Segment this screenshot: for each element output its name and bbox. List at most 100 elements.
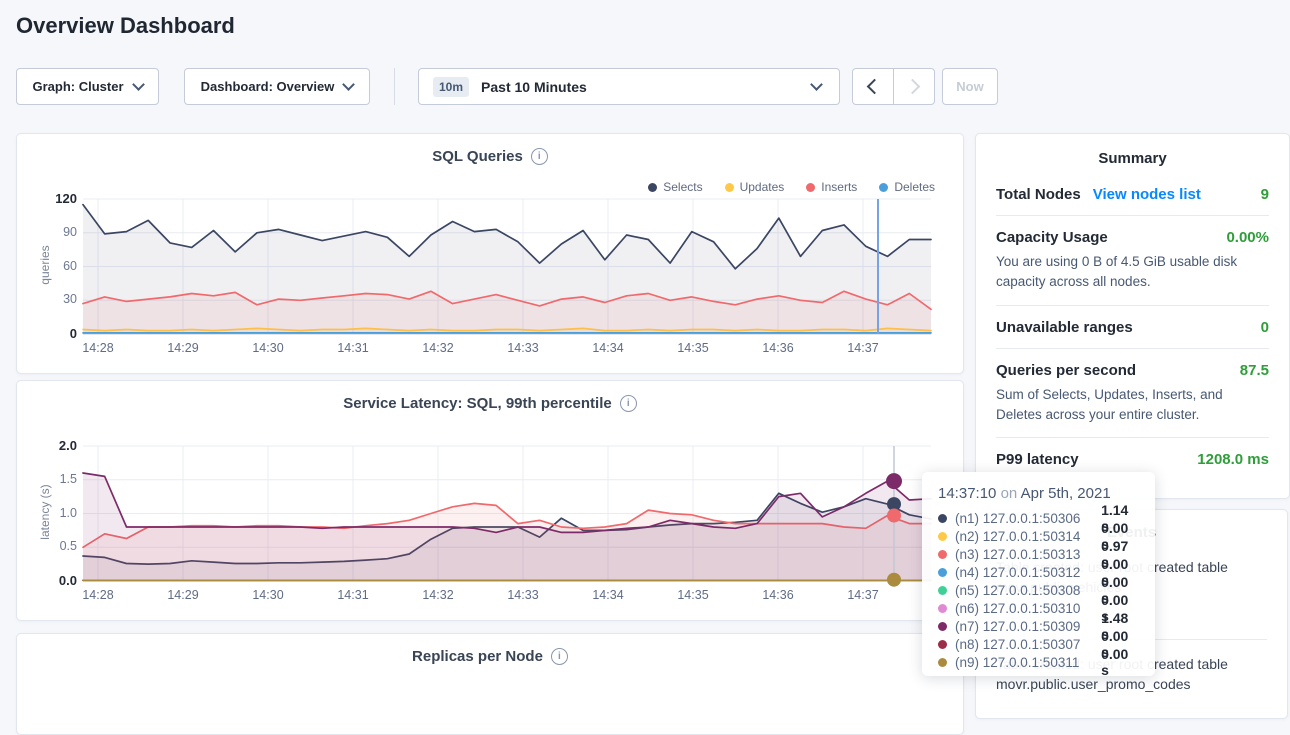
- summary-row-capacity: Capacity Usage 0.00% You are using 0 B o…: [996, 216, 1269, 306]
- tooltip-series-label: (n9) 127.0.0.1:50311: [955, 654, 1080, 670]
- x-tick-label: 14:29: [167, 341, 199, 355]
- series-dot: [938, 585, 947, 595]
- tooltip-row: (n5) 127.0.0.1:50308 0.00 s: [938, 574, 1139, 606]
- x-tick-label: 14:36: [762, 588, 794, 602]
- x-tick-label: 14:30: [252, 341, 284, 355]
- y-tick-label: 120: [55, 191, 77, 206]
- replicas-chart-title: Replicas per Node i: [17, 648, 963, 665]
- tooltip-series-value: 0.00 s: [1101, 646, 1129, 678]
- now-button-label: Now: [956, 79, 984, 94]
- tooltip-series-label: (n2) 127.0.0.1:50314: [955, 528, 1081, 544]
- x-tick-label: 14:37: [847, 341, 879, 355]
- capacity-usage-value: 0.00%: [1226, 229, 1269, 246]
- tooltip-series-value: 0.00 s: [1101, 574, 1129, 606]
- tooltip-series-label: (n8) 127.0.0.1:50307: [955, 636, 1081, 652]
- legend-dot: [879, 182, 889, 192]
- legend-label: Deletes: [894, 180, 935, 194]
- qps-description: Sum of Selects, Updates, Inserts, and De…: [996, 386, 1223, 422]
- sql-queries-legend: Selects Updates Inserts Deletes: [648, 180, 935, 194]
- qps-label: Queries per second: [996, 361, 1137, 379]
- tooltip-series-value: 1.14 s: [1101, 502, 1129, 534]
- sql-queries-chart-title: SQL Queries i: [17, 148, 963, 165]
- tooltip-row: (n1) 127.0.0.1:50306 1.14 s: [938, 502, 1139, 534]
- summary-row-p99: P99 latency 1208.0 ms: [996, 438, 1269, 480]
- tooltip-series-label: (n4) 127.0.0.1:50312: [955, 564, 1081, 580]
- time-prev-button[interactable]: [852, 68, 894, 105]
- chevron-down-icon: [810, 78, 823, 91]
- series-dot: [938, 621, 947, 631]
- tooltip-series-label: (n3) 127.0.0.1:50313: [955, 546, 1081, 562]
- tooltip-timestamp: 14:37:10 on Apr 5th, 2021: [938, 485, 1111, 502]
- y-tick-label: 90: [63, 224, 77, 239]
- x-tick-label: 14:34: [592, 588, 624, 602]
- info-icon[interactable]: i: [619, 395, 637, 412]
- x-tick-label: 14:32: [422, 341, 454, 355]
- x-tick-label: 14:34: [592, 341, 624, 355]
- series-dot: [938, 639, 947, 649]
- chevron-right-icon: [904, 78, 921, 95]
- unavailable-ranges-value: 0: [1260, 318, 1269, 336]
- chevron-down-icon: [131, 78, 145, 91]
- tooltip-series-value: 0.00 s: [1101, 556, 1129, 588]
- info-icon[interactable]: i: [530, 148, 548, 165]
- legend-dot: [724, 182, 734, 192]
- legend-dot: [648, 182, 658, 192]
- series-dot: [938, 603, 947, 613]
- latency-chart-title: Service Latency: SQL, 99th percentile i: [17, 395, 963, 412]
- tooltip-series-value: 0.00 s: [1101, 592, 1129, 624]
- tooltip-row: (n7) 127.0.0.1:50309 1.48 s: [938, 610, 1139, 642]
- x-tick-label: 14:35: [677, 341, 709, 355]
- time-range-dropdown[interactable]: 10m Past 10 Minutes: [418, 68, 840, 105]
- time-next-button[interactable]: [893, 68, 935, 105]
- series-dot: [938, 549, 947, 559]
- y-tick-label: 2.0: [58, 438, 77, 453]
- series-dot: [938, 567, 947, 577]
- legend-item-inserts[interactable]: Inserts: [806, 180, 857, 194]
- legend-item-updates[interactable]: Updates: [724, 180, 785, 194]
- y-tick-label: 0: [69, 326, 77, 341]
- x-tick-label: 14:29: [167, 588, 199, 602]
- toolbar-divider: [394, 68, 395, 105]
- latency-plot-area[interactable]: [82, 445, 932, 587]
- summary-row-unavailable-ranges: Unavailable ranges 0: [996, 306, 1269, 349]
- latency-chart-card: Service Latency: SQL, 99th percentile i …: [16, 380, 964, 621]
- legend-label: Selects: [663, 180, 703, 194]
- graph-dropdown[interactable]: Graph: Cluster: [16, 68, 159, 105]
- y-tick-label: 0.0: [58, 573, 77, 588]
- sql-queries-plot-area[interactable]: [82, 198, 932, 335]
- view-nodes-list-link[interactable]: View nodes list: [1092, 186, 1201, 203]
- y-tick-label: 30: [63, 292, 77, 307]
- tooltip-row: (n2) 127.0.0.1:50314 0.00 s: [938, 520, 1139, 552]
- legend-item-selects[interactable]: Selects: [648, 180, 703, 194]
- tooltip-series-label: (n5) 127.0.0.1:50308: [955, 582, 1081, 598]
- capacity-usage-description: You are using 0 B of 4.5 GiB usable disk…: [996, 254, 1238, 290]
- replicas-chart-card: Replicas per Node i: [16, 633, 964, 735]
- series-dot: [938, 513, 947, 523]
- legend-label: Updates: [739, 180, 785, 194]
- x-tick-label: 14:31: [337, 341, 369, 355]
- qps-value: 87.5: [1239, 361, 1269, 379]
- graph-dropdown-label: Graph: Cluster: [32, 79, 124, 94]
- x-tick-label: 14:37: [847, 588, 879, 602]
- legend-dot: [806, 182, 816, 192]
- tooltip-row: (n3) 127.0.0.1:50313 0.97 s: [938, 538, 1139, 570]
- legend-item-deletes[interactable]: Deletes: [879, 180, 935, 194]
- x-tick-label: 14:28: [82, 588, 114, 602]
- dashboard-dropdown[interactable]: Dashboard: Overview: [184, 68, 370, 105]
- legend-label: Inserts: [821, 180, 858, 194]
- sql-queries-chart: [82, 198, 932, 335]
- x-tick-label: 14:35: [677, 588, 709, 602]
- summary-row-total-nodes: Total Nodes View nodes list 9: [996, 173, 1269, 216]
- chevron-down-icon: [342, 78, 356, 91]
- tooltip-row: (n6) 127.0.0.1:50310 0.00 s: [938, 592, 1139, 624]
- tooltip-series-value: 0.00 s: [1101, 520, 1129, 552]
- chevron-left-icon: [866, 78, 883, 95]
- time-now-button[interactable]: Now: [942, 68, 998, 105]
- series-dot: [938, 657, 947, 667]
- info-icon[interactable]: i: [550, 648, 568, 665]
- p99-latency-value: 1208.0 ms: [1197, 451, 1269, 468]
- tooltip-row: (n8) 127.0.0.1:50307 0.00 s: [938, 628, 1139, 660]
- tooltip-series-value: 1.48 s: [1101, 610, 1129, 642]
- latency-chart: [82, 445, 932, 587]
- dashboard-dropdown-label: Dashboard: Overview: [200, 79, 335, 94]
